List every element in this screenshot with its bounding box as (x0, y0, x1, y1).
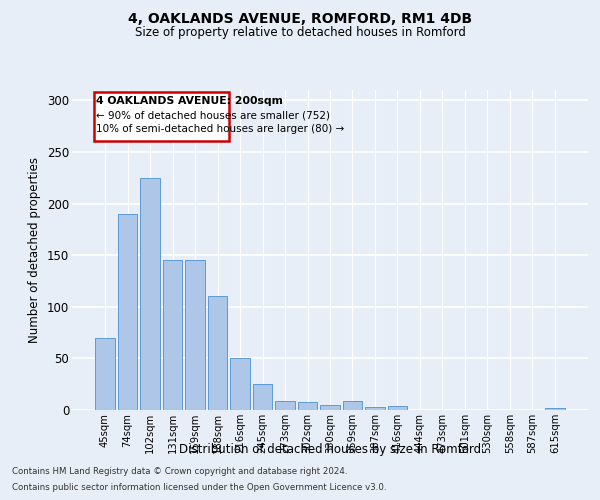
Bar (118, 214, 137, 410)
Bar (365, 407, 385, 410)
Bar (208, 296, 227, 410)
Bar (140, 178, 160, 410)
Text: Distribution of detached houses by size in Romford: Distribution of detached houses by size … (179, 442, 481, 456)
Text: Contains public sector information licensed under the Open Government Licence v3: Contains public sector information licen… (12, 483, 386, 492)
Bar (95, 338, 115, 410)
Bar (185, 260, 205, 410)
Bar (253, 384, 272, 410)
Text: ← 90% of detached houses are smaller (752): ← 90% of detached houses are smaller (75… (97, 110, 331, 120)
Text: 10% of semi-detached houses are larger (80) →: 10% of semi-detached houses are larger (… (97, 124, 345, 134)
Bar (298, 402, 317, 410)
Bar (275, 400, 295, 410)
Bar (163, 260, 182, 410)
Text: 4, OAKLANDS AVENUE, ROMFORD, RM1 4DB: 4, OAKLANDS AVENUE, ROMFORD, RM1 4DB (128, 12, 472, 26)
Bar (94, 92, 229, 140)
Text: Contains HM Land Registry data © Crown copyright and database right 2024.: Contains HM Land Registry data © Crown c… (12, 467, 347, 476)
Bar (545, 408, 565, 410)
Bar (230, 358, 250, 410)
Bar (320, 405, 340, 410)
Text: Size of property relative to detached houses in Romford: Size of property relative to detached ho… (134, 26, 466, 39)
Bar (388, 406, 407, 410)
Y-axis label: Number of detached properties: Number of detached properties (28, 157, 41, 343)
Bar (343, 400, 362, 410)
Text: 4 OAKLANDS AVENUE: 200sqm: 4 OAKLANDS AVENUE: 200sqm (97, 96, 283, 106)
